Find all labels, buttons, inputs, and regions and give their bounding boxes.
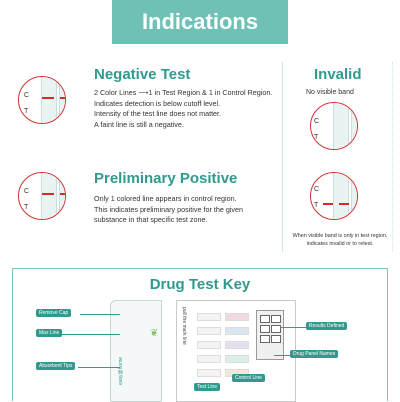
test-strip (41, 173, 57, 219)
control-band (42, 193, 54, 195)
leaf-icon: ❦ (150, 328, 159, 339)
test-band (339, 203, 349, 205)
c-label: C (24, 188, 30, 195)
result-cell (260, 315, 270, 323)
description-line: 2 Color Lines ⟶1 in Test Region & 1 in C… (94, 88, 273, 97)
indications-banner: Indications (112, 0, 288, 44)
remove-cap-callout: Remove Cap (36, 309, 72, 317)
results-panel (256, 310, 284, 360)
drug-panel-names-callout: Drug Panel Names (290, 350, 339, 358)
banner-title: Indications (141, 9, 259, 34)
preliminary-positive-description: Only 1 colored line appears in control r… (94, 194, 280, 226)
section-border (392, 62, 393, 252)
negative-test-title: Negative Test (94, 66, 191, 83)
negative-test-description: 2 Color Lines ⟶1 in Test Region & 1 in C… (94, 88, 280, 130)
invalid-test-band-illustration (310, 172, 358, 220)
result-cell (271, 315, 281, 323)
brand-text: easy@home (118, 356, 124, 385)
note-line: indicates invalid or to retest. (306, 241, 374, 247)
results-defined-callout: Results Defined (306, 322, 348, 330)
drug-panel-strip (225, 355, 249, 363)
result-cell (260, 325, 270, 333)
drug-panel-strip (225, 313, 249, 321)
drug-panel-strip (225, 327, 249, 335)
test-strip (59, 77, 65, 123)
result-cell (260, 335, 270, 343)
result-cell (271, 325, 281, 333)
note-line: When visible band is only in test region… (292, 233, 388, 239)
test-line-callout: Test Line (194, 383, 221, 391)
invalid-subtitle: No visible band (306, 89, 354, 96)
c-label: C (314, 186, 320, 193)
preliminary-positive-illustration (18, 172, 66, 220)
leader-line (274, 355, 290, 356)
test-strip (333, 103, 349, 149)
c-label: C (24, 92, 30, 99)
t-label: T (314, 202, 319, 209)
invalid-no-band-illustration (310, 102, 358, 150)
test-band (60, 97, 65, 99)
drug-panel-strip (225, 341, 249, 349)
test-strip (351, 173, 357, 219)
preliminary-positive-title: Preliminary Positive (94, 170, 238, 187)
test-strip (41, 77, 57, 123)
description-line: Only 1 colored line appears in control r… (94, 194, 237, 203)
result-strip (197, 355, 221, 363)
t-label: T (24, 108, 29, 115)
test-strip (351, 103, 357, 149)
result-strip (197, 341, 221, 349)
leader-line (280, 327, 306, 328)
c-label: C (314, 118, 320, 125)
leader-line (62, 334, 120, 335)
description-line: substance in that specific test zone. (94, 215, 208, 225)
t-label: T (24, 204, 29, 211)
description-line: A faint line is still a negative. (94, 119, 184, 129)
test-band (323, 203, 333, 205)
leader-line (80, 314, 120, 315)
control-band (42, 97, 54, 99)
control-line-callout: Control Line (232, 374, 265, 382)
description-line: This indicates preliminary positive for … (94, 204, 244, 214)
control-band (60, 193, 65, 195)
result-cell (271, 335, 281, 343)
drug-test-key-title: Drug Test Key (149, 276, 251, 293)
card-instruction-text: pull the mark line (181, 307, 187, 345)
invalid-note: When visible band is only in test region… (284, 232, 396, 248)
result-strip (197, 369, 221, 377)
max-line-callout: Max Line (36, 329, 63, 337)
test-strip (59, 173, 65, 219)
result-strip (197, 327, 221, 335)
section-divider (282, 62, 283, 252)
result-strip (197, 313, 221, 321)
description-line: Indicates detection is below cutoff leve… (94, 98, 221, 108)
absorbent-tips-callout: Absorbent Tips (36, 362, 76, 370)
leader-line (78, 367, 120, 368)
test-strip (333, 173, 349, 219)
negative-test-illustration (18, 76, 66, 124)
invalid-title: Invalid (314, 66, 362, 83)
t-label: T (314, 134, 319, 141)
cup-card (110, 300, 162, 402)
description-line: Intensity of the test line does not matt… (94, 109, 222, 119)
